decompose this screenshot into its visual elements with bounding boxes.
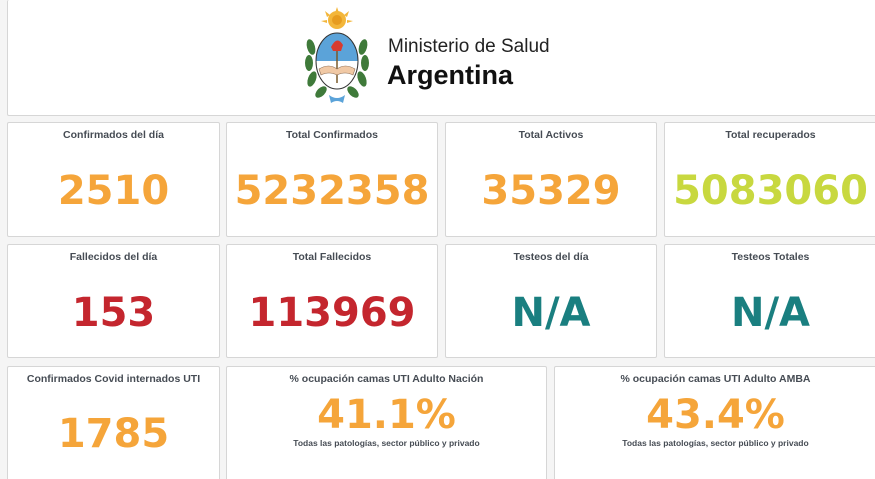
panel-total-fallecidos: Total Fallecidos 113969: [226, 244, 438, 358]
panel-testeos-totales: Testeos Totales N/A: [664, 244, 875, 358]
stat-subtitle: Todas las patologías, sector público y p…: [622, 438, 809, 448]
stat-value: 1785: [57, 411, 170, 457]
panel-total-recuperados: Total recuperados 5083060: [664, 122, 875, 237]
org-name: Ministerio de Salud: [388, 36, 550, 57]
stat-value: 5083060: [673, 168, 868, 214]
panel-internados-uti: Confirmados Covid internados UTI 1785: [7, 366, 220, 479]
panel-title: Total Fallecidos: [292, 251, 372, 263]
panel-title: Testeos Totales: [731, 251, 810, 263]
panel-title: Confirmados Covid internados UTI: [26, 373, 201, 385]
stat-value: 5232358: [234, 168, 430, 214]
panel-fallecidos-dia: Fallecidos del día 153: [7, 244, 220, 358]
coat-of-arms-icon: [301, 7, 373, 109]
stat-value: N/A: [511, 290, 591, 336]
panel-title: Fallecidos del día: [69, 251, 158, 263]
panel-confirmados-dia: Confirmados del día 2510: [7, 122, 220, 237]
panel-ocupacion-amba: % ocupación camas UTI Adulto AMBA 43.4% …: [554, 366, 875, 479]
panel-title: Total recuperados: [725, 129, 816, 141]
stat-value: 2510: [57, 168, 170, 214]
panel-title: Confirmados del día: [63, 129, 164, 141]
panel-title: Total Confirmados: [286, 129, 378, 141]
panel-ocupacion-nacion: % ocupación camas UTI Adulto Nación 41.1…: [226, 366, 547, 479]
panel-title: % ocupación camas UTI Adulto AMBA: [620, 373, 811, 385]
panel-title: Testeos del día: [513, 251, 589, 263]
panel-total-activos: Total Activos 35329: [445, 122, 657, 237]
stat-value: 35329: [481, 168, 621, 214]
panel-total-confirmados: Total Confirmados 5232358: [226, 122, 438, 237]
stat-subtitle: Todas las patologías, sector público y p…: [293, 438, 480, 448]
stat-value: 153: [71, 290, 156, 336]
stat-value: 43.4%: [646, 392, 785, 438]
panel-testeos-dia: Testeos del día N/A: [445, 244, 657, 358]
stat-value: N/A: [730, 290, 811, 336]
panel-title: % ocupación camas UTI Adulto Nación: [289, 373, 484, 385]
stat-value: 113969: [248, 290, 416, 336]
header-panel: Ministerio de Salud Argentina: [7, 0, 875, 116]
country-name: Argentina: [387, 60, 514, 90]
panel-title: Total Activos: [518, 129, 584, 141]
stat-value: 41.1%: [317, 392, 456, 438]
